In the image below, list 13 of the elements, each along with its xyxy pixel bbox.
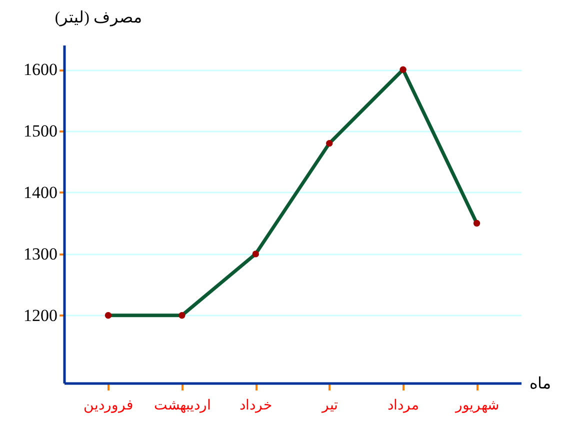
x-tick-label: شهریور xyxy=(454,398,500,414)
x-tick-label: تیر xyxy=(320,398,338,414)
y-axis-title: مصرف (لیتر) xyxy=(54,10,142,26)
y-tick-label: 1600 xyxy=(24,60,58,80)
y-tick-label: 1300 xyxy=(24,244,58,264)
x-tick-label: اردیبهشت xyxy=(154,398,211,414)
x-axis-title: ماه xyxy=(530,376,552,392)
y-tick-label: 1200 xyxy=(24,306,58,325)
y-tick-label: 1400 xyxy=(24,182,58,202)
x-tick-label: مرداد xyxy=(388,398,420,414)
x-tick-label: خرداد xyxy=(240,398,273,414)
x-tick-label: فروردین xyxy=(84,398,134,414)
y-tick-label: 1500 xyxy=(24,122,58,141)
